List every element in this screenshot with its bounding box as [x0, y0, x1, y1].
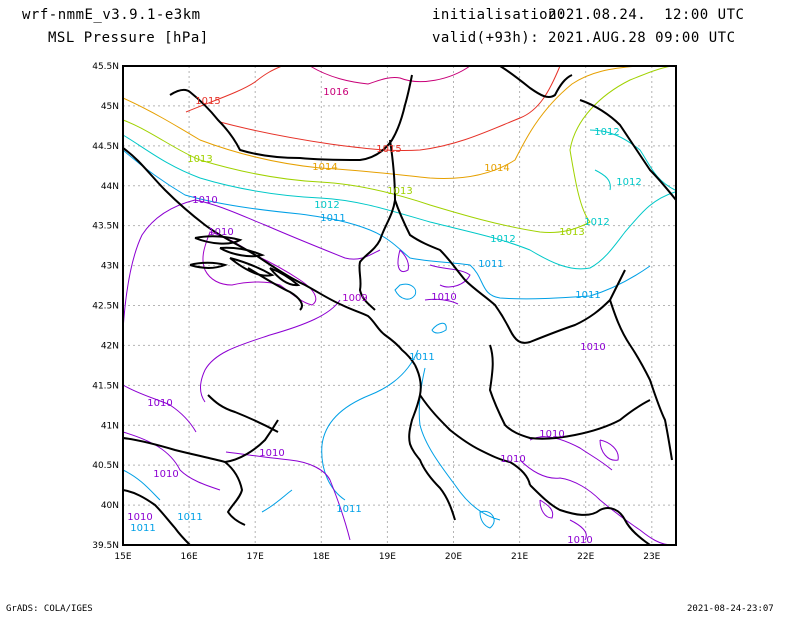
graticule — [123, 66, 676, 545]
lon-tick-label: 17E — [247, 552, 264, 562]
isobar-1016 — [309, 65, 471, 85]
valid-label: valid(+93h): — [432, 30, 540, 46]
field-title: MSL Pressure [hPa] — [48, 30, 209, 46]
isobar-label: 1016 — [323, 87, 348, 98]
lon-tick-label: 15E — [114, 552, 131, 562]
border-greece — [419, 394, 531, 486]
lat-tick-label: 45N — [101, 102, 119, 112]
lat-tick-label: 43N — [101, 262, 119, 272]
lon-tick-label: 18E — [313, 552, 330, 562]
valid-value: 2021.AUG.28 09:00 UTC — [548, 30, 736, 46]
lat-tick-label: 41.5N — [92, 381, 119, 391]
map-frame — [122, 65, 677, 546]
isobar-label: 1012 — [594, 127, 619, 138]
isobar-label: 1015 — [376, 144, 401, 155]
islands — [189, 235, 303, 311]
isobar-label: 1010 — [208, 227, 233, 238]
isobar-label: 1010 — [580, 342, 605, 353]
albania-coast — [408, 364, 456, 521]
isobar-label: 1010 — [259, 448, 284, 459]
isobar-label: 1013 — [559, 227, 584, 238]
isobars — [122, 65, 676, 546]
isobar-1010 — [122, 199, 673, 546]
isobar-label: 1014 — [484, 163, 509, 174]
isobar-1013 — [122, 65, 673, 233]
isobar-label: 1011 — [336, 504, 361, 515]
border-east — [394, 199, 626, 344]
isobar-label: 1013 — [187, 154, 212, 165]
lon-tick-label: 16E — [181, 552, 198, 562]
coastlines-borders — [122, 65, 677, 546]
init-label: initialisation: — [432, 7, 566, 23]
isobar-label: 1010 — [127, 512, 152, 523]
isobar-label: 1011 — [478, 259, 503, 270]
isobar-label: 1010 — [567, 535, 592, 546]
isobar-label: 1010 — [539, 429, 564, 440]
isobar-label: 1012 — [490, 234, 515, 245]
isobar-label: 1011 — [575, 290, 600, 301]
isobar-label: 1015 — [195, 96, 220, 107]
border-drina — [358, 139, 396, 311]
border-north — [169, 74, 413, 161]
render-stamp: 2021-08-24-23:07 — [687, 604, 774, 614]
isobar-label: 1014 — [312, 162, 337, 173]
lat-tick-label: 41N — [101, 421, 119, 431]
lat-tick-label: 44N — [101, 182, 119, 192]
greek-coast — [529, 484, 651, 546]
isobar-1012 — [122, 129, 676, 270]
lat-tick-label: 39.5N — [92, 541, 119, 551]
isobar-label: 1012 — [314, 200, 339, 211]
isobar-label: 1010 — [153, 469, 178, 480]
isobar-1015 — [185, 65, 561, 152]
lon-tick-label: 19E — [379, 552, 396, 562]
isobar-label: 1011 — [177, 512, 202, 523]
isobar-label: 1011 — [130, 523, 155, 534]
lon-tick-label: 23E — [643, 552, 660, 562]
border-serbia-bg — [609, 299, 673, 461]
lat-tick-label: 43.5N — [92, 222, 119, 232]
isobar-label: 1010 — [500, 454, 525, 465]
longitude-ticks: 15E 16E 17E 18E 19E 20E 21E 22E 23E — [114, 552, 660, 562]
isobar-label: 1012 — [584, 217, 609, 228]
lat-tick-label: 44.5N — [92, 142, 119, 152]
border-macedonia — [489, 344, 651, 440]
isobar-label: 1011 — [320, 213, 345, 224]
model-title: wrf-nmmE_v3.9.1-e3km — [22, 7, 201, 23]
adriatic-coast — [122, 147, 416, 366]
border-romania — [499, 65, 677, 201]
isobar-label: 1012 — [616, 177, 641, 188]
isobar-label: 1010 — [147, 398, 172, 409]
lat-tick-label: 40.5N — [92, 461, 119, 471]
latitude-ticks: 45.5N 45N 44.5N 44N 43.5N 43N 42.5N 42N 41.5N 41N… — [92, 62, 119, 551]
lat-tick-label: 42.5N — [92, 302, 119, 312]
init-value: 2021.08.24. 12:00 UTC — [548, 7, 745, 23]
grads-credit: GrADS: COLA/IGES — [6, 604, 93, 614]
italy-coast — [122, 394, 279, 546]
isobar-label: 1013 — [387, 186, 412, 197]
lon-tick-label: 20E — [445, 552, 462, 562]
isobar-label: 1009 — [342, 293, 367, 304]
isobar-1014 — [122, 65, 641, 179]
isobar-1011 — [122, 149, 651, 529]
isobar-label: 1010 — [192, 195, 217, 206]
isobar-label: 1011 — [409, 352, 434, 363]
lat-tick-label: 42N — [101, 341, 119, 351]
isobar-label: 1010 — [431, 292, 456, 303]
lat-tick-label: 40N — [101, 501, 119, 511]
lon-tick-label: 21E — [511, 552, 528, 562]
lat-tick-label: 45.5N — [92, 62, 119, 72]
lon-tick-label: 22E — [577, 552, 594, 562]
